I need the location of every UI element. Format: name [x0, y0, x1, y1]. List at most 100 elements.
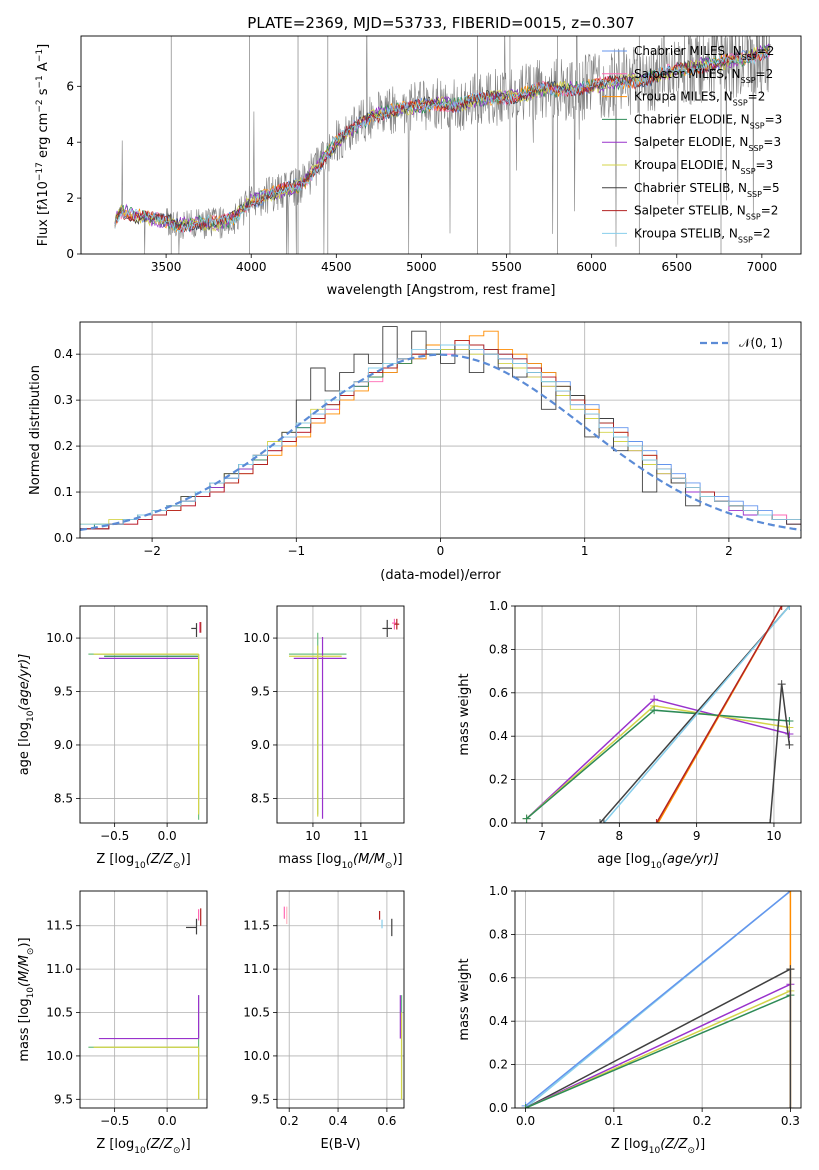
x-tick-label: −0.5 [100, 1114, 129, 1128]
y-tick-label: 9.5 [54, 685, 73, 699]
weight-line [526, 705, 790, 820]
weight-marker [785, 740, 794, 749]
weight-marker [786, 965, 795, 974]
gaussian-curve [80, 353, 801, 531]
y-tick-label: 0.6 [489, 971, 508, 985]
x-axis-label: Z [log10(Z/Z⊙)] [96, 1137, 190, 1156]
plot-area [515, 606, 801, 823]
axes-frame [276, 605, 405, 824]
weight-marker [786, 891, 795, 895]
y-tick-label: 8.5 [54, 791, 73, 805]
legend-entry: Chabrier ELODIE, NSSP=3 [634, 112, 782, 129]
y-tick-label: 11.5 [46, 919, 73, 933]
y-tick-label: 9.5 [251, 1092, 270, 1106]
x-tick-label: 1 [581, 544, 589, 558]
y-tick-label: 10.0 [243, 631, 270, 645]
plot-area [80, 891, 207, 1108]
x-axis-label: Z [log10(Z/Z⊙)] [611, 1137, 705, 1156]
axes-frame [79, 605, 208, 824]
y-axis-label: mass weight [457, 673, 472, 755]
legend-entry: Salpeter STELIB, NSSP=2 [634, 204, 778, 222]
x-axis-label: Z [log10(Z/Z⊙)] [96, 852, 190, 871]
legend-entry: Kroupa STELIB, NSSP=2 [634, 226, 771, 244]
weight-line [603, 606, 790, 823]
y-axis-label: Normed distribution [28, 365, 43, 495]
x-axis-label: age [log10(age/yr)] [597, 852, 719, 871]
chart-mass-vs-Z: −0.5 0.0 9.5 10.0 10.5 11.0 11.5 Z [log10(Z/Z⊙)… [17, 890, 208, 1156]
plot-area [80, 322, 801, 538]
x-tick-label: 0.2 [280, 1114, 299, 1128]
legend-entry: Salpeter ELODIE, NSSP=3 [634, 135, 781, 153]
x-tick-label: 4500 [321, 260, 352, 274]
y-tick-label: 0.0 [54, 531, 73, 545]
chart-mass-vs-EBV: 0.2 0.4 0.6 9.5 10.0 10.5 11.0 11.5 E(B-V) [243, 890, 405, 1152]
x-tick-label: 0.0 [158, 829, 177, 843]
y-tick-label: 0.0 [489, 816, 508, 830]
y-tick-label: 10.0 [243, 1049, 270, 1063]
weight-marker [650, 706, 659, 715]
y-tick-label: 0.2 [489, 773, 508, 787]
y-tick-label: 9.0 [251, 738, 270, 752]
y-axis-label: Flux [fλ10−17 erg cm−2 s−1 A−1] [35, 44, 51, 246]
y-tick-label: 0.4 [54, 347, 73, 361]
x-tick-label: 11 [353, 829, 368, 843]
weight-line [655, 606, 783, 823]
x-axis-label: wavelength [Angstrom, rest frame] [327, 283, 556, 298]
x-tick-label: 8 [616, 829, 624, 843]
y-axis-label: age [log10(age/yr)] [17, 654, 36, 776]
y-tick-label: 10.5 [243, 1006, 270, 1020]
chart-massweight-vs-age: 7 8 9 10 0.0 0.2 0.4 0.6 0.8 1.0 age [log10(age/yr… [457, 599, 802, 871]
x-tick-label: 6000 [576, 260, 607, 274]
x-tick-label: 0.3 [781, 1114, 800, 1128]
weight-marker [777, 606, 786, 610]
axes-frame [79, 890, 208, 1109]
x-tick-label: −0.5 [100, 829, 129, 843]
y-tick-label: 11.0 [46, 962, 73, 976]
axes-frame [80, 35, 802, 255]
x-tick-label: 7000 [747, 260, 778, 274]
y-tick-label: 0.0 [489, 1101, 508, 1115]
x-tick-label: 0.2 [693, 1114, 712, 1128]
chart-residuals: −2 −1 0 1 2 0.0 0.1 0.2 0.3 0.4 (data-model)/error… [28, 321, 802, 583]
y-tick-label: 1.0 [489, 884, 508, 898]
weight-line [525, 994, 791, 1108]
x-axis-label: E(B-V) [320, 1137, 360, 1152]
axes-frame [276, 890, 405, 1109]
y-tick-label: 11.0 [243, 962, 270, 976]
y-tick-label: 1.0 [489, 599, 508, 613]
x-tick-label: 4000 [236, 260, 267, 274]
y-tick-label: 10.0 [46, 1049, 73, 1063]
y-tick-label: 0.2 [489, 1058, 508, 1072]
weight-marker [785, 606, 794, 610]
chart-age-vs-mass: 10 11 8.5 9.0 9.5 10.0 mass [log10(M/M⊙)] [243, 605, 405, 871]
y-tick-label: 0.8 [489, 642, 508, 656]
y-tick-label: 0.2 [54, 439, 73, 453]
x-axis-label: (data-model)/error [380, 568, 501, 583]
legend-entry: Chabrier STELIB, NSSP=5 [634, 181, 780, 199]
weight-line [526, 709, 790, 820]
y-tick-label: 9.5 [251, 685, 270, 699]
chart-massweight-vs-Z: 0.0 0.1 0.2 0.3 0.0 0.2 0.4 0.6 0.8 1.0 Z [log10(Z… [457, 884, 802, 1156]
x-tick-label: 0.4 [329, 1114, 348, 1128]
chart-spectrum: 3500 4000 4500 5000 5500 6000 6500 7000 0 2 4 6 PLAT… [35, 14, 802, 298]
weight-marker [652, 819, 661, 823]
x-tick-label: −1 [287, 544, 305, 558]
y-tick-label: 0.6 [489, 686, 508, 700]
legend-entry: Salpeter MILES, NSSP=2 [634, 67, 773, 85]
axes-frame [514, 605, 802, 824]
model-line [114, 50, 770, 234]
chart-title: PLATE=2369, MJD=53733, FIBERID=0015, z=0… [247, 14, 634, 32]
y-tick-label: 0.1 [54, 485, 73, 499]
y-tick-label: 10.0 [46, 631, 73, 645]
y-tick-label: 2 [66, 191, 74, 205]
y-axis-label: mass [log10(M/M⊙)] [17, 937, 36, 1061]
plot-area [515, 891, 801, 1108]
weight-marker [766, 819, 775, 823]
weight-line [525, 983, 791, 1108]
chart-age-vs-Z: −0.5 0.0 8.5 9.0 9.5 10.0 Z [log10(Z/Z⊙)] age [… [17, 605, 208, 871]
x-tick-label: −2 [143, 544, 161, 558]
x-tick-label: 9 [693, 829, 701, 843]
x-tick-label: 0.6 [377, 1114, 396, 1128]
x-tick-label: 3500 [151, 260, 182, 274]
